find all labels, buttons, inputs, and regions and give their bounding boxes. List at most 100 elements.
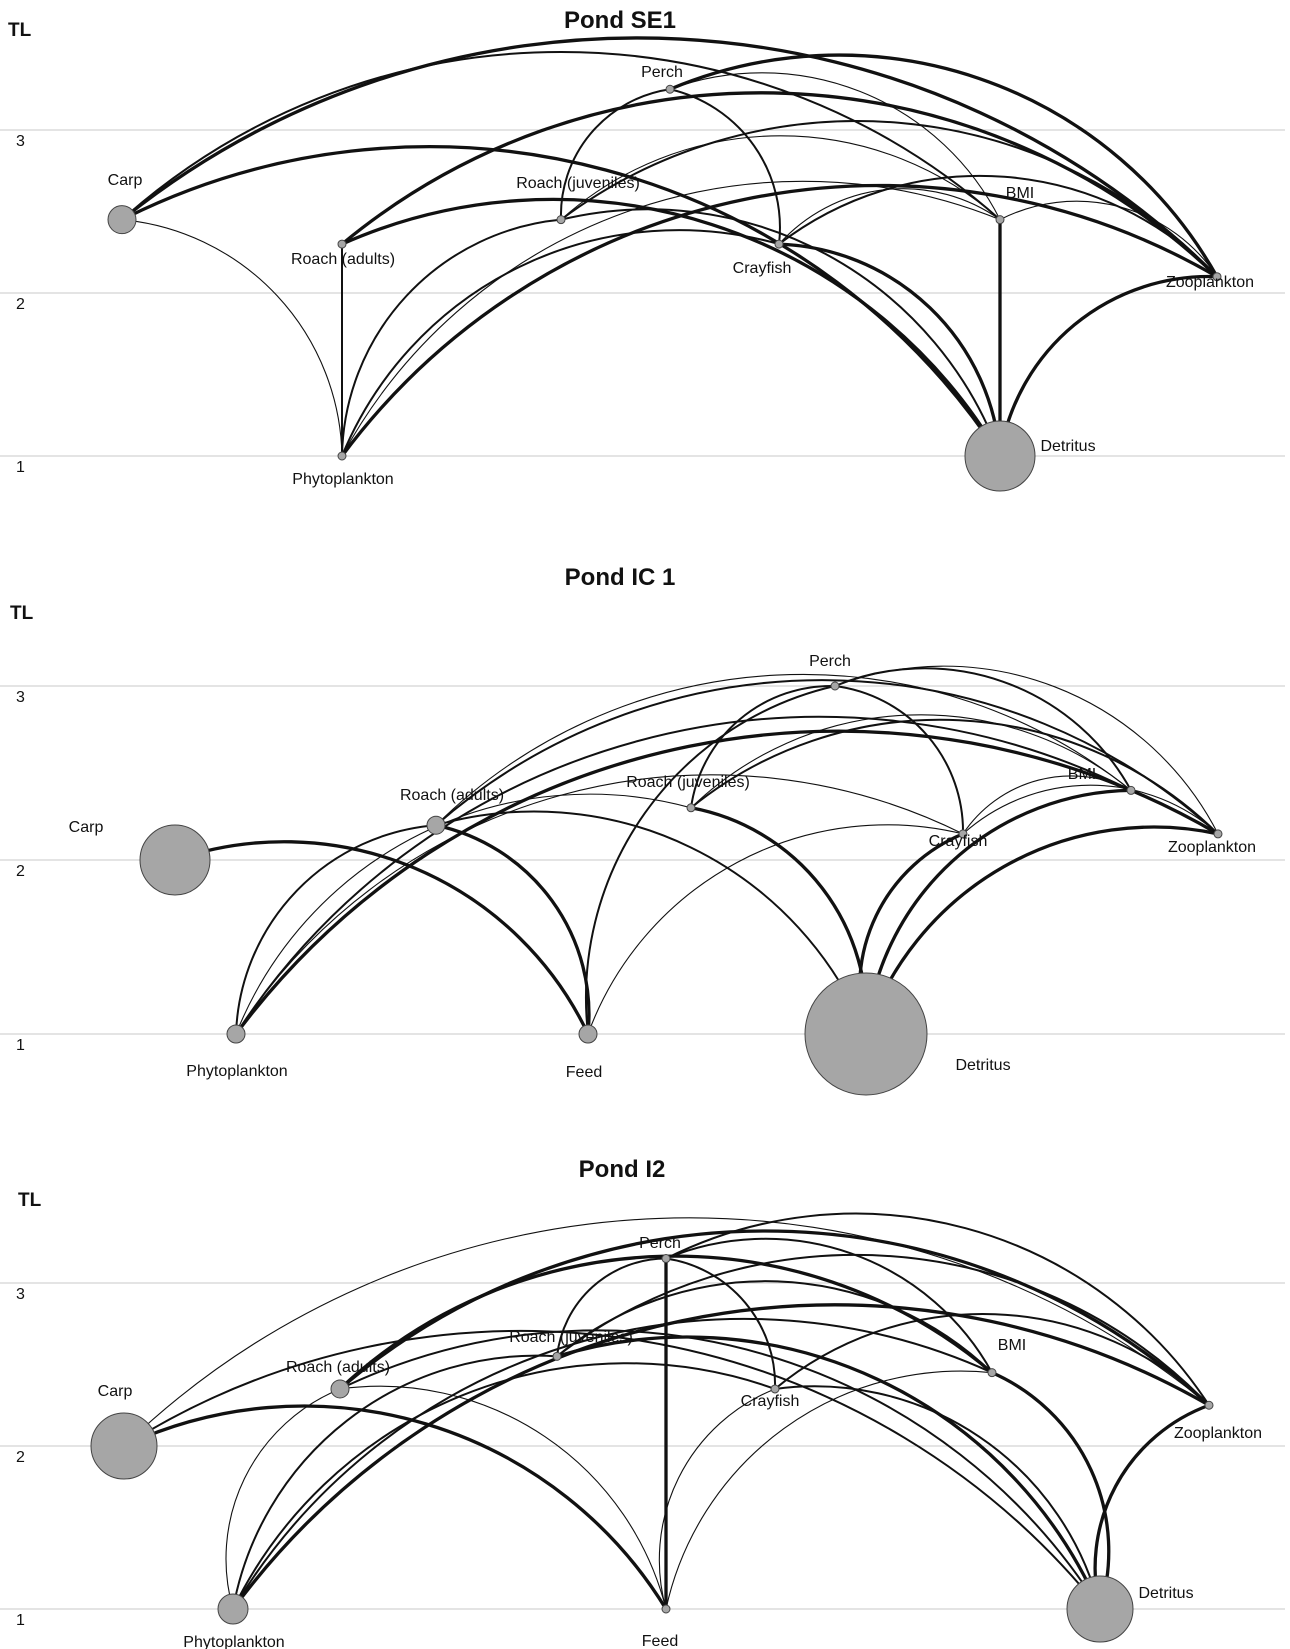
node-label-bmi: BMI [1006, 185, 1034, 202]
link-phytoplankton-to-zooplankton [234, 729, 1220, 1036]
node-label-carp: Carp [108, 172, 143, 189]
link-detritus-to-roach_adults [340, 197, 1002, 458]
link-phytoplankton-to-zooplankton [340, 183, 1219, 458]
node-detritus [1066, 1575, 1134, 1643]
node-roach-adults [330, 1379, 350, 1399]
species-nodes [90, 1254, 1214, 1643]
link-phytoplankton-to-crayfish [341, 229, 780, 457]
link-phytoplankton-to-roach_adults [235, 824, 437, 1035]
trophic-links [122, 1212, 1211, 1611]
node-feed [661, 1604, 671, 1614]
tick-label-1: 1 [16, 1037, 25, 1054]
link-detritus-to-roach_juveniles [555, 1335, 1102, 1611]
node-label-crayfish: Crayfish [741, 1393, 800, 1410]
link-feed-to-crayfish [587, 824, 964, 1035]
link-bmi-to-perch [665, 1237, 993, 1374]
link-crayfish-to-perch [669, 88, 781, 246]
node-label-carp: Carp [98, 1383, 133, 1400]
link-zooplankton-to-perch [665, 1212, 1210, 1407]
link-zooplankton-to-perch [668, 53, 1219, 279]
link-bmi-to-crayfish [962, 775, 1132, 835]
panel-title: Pond IC 1 [565, 564, 676, 591]
link-phytoplankton-to-roach_juveniles [341, 218, 562, 457]
link-zooplankton-to-roach_juveniles [690, 718, 1219, 835]
node-bmi [987, 1368, 997, 1378]
link-zooplankton-to-crayfish [774, 1312, 1210, 1407]
node-zooplankton [1212, 272, 1222, 282]
link-detritus-to-carp [123, 1330, 1101, 1610]
link-phytoplankton-to-bmi [232, 1317, 993, 1610]
link-detritus-to-bmi [990, 1371, 1111, 1611]
node-perch [830, 681, 840, 691]
node-label-crayfish: Crayfish [929, 833, 988, 850]
node-label-roach-juveniles: Roach (juveniles) [509, 1329, 633, 1346]
node-feed [578, 1024, 598, 1044]
node-phytoplankton [217, 1593, 249, 1625]
link-detritus-to-roach_adults [339, 1329, 1101, 1610]
link-feed-to-roach_adults [434, 823, 591, 1036]
link-detritus-to-roach_juveniles [560, 208, 1001, 457]
node-bmi [1126, 785, 1136, 795]
link-feed-to-carp [122, 1404, 668, 1611]
link-roach_juveniles-to-perch [556, 1257, 667, 1358]
link-zooplankton-to-roach_juveniles [560, 120, 1218, 278]
node-label-phytoplankton: Phytoplankton [183, 1634, 284, 1649]
node-phytoplankton [337, 451, 347, 461]
link-bmi-to-perch [834, 667, 1132, 792]
link-bmi-to-perch [669, 72, 1001, 221]
link-zooplankton-to-roach_adults [340, 91, 1219, 279]
node-crayfish [774, 239, 784, 249]
panel-pond-se1: Pond SE1 TL 3 2 1 Carp Roach (adults) Ro… [0, 7, 1285, 492]
link-bmi-to-roach_juveniles [690, 714, 1132, 809]
node-perch [665, 84, 675, 94]
node-label-phytoplankton: Phytoplankton [186, 1063, 287, 1080]
y-axis-label: TL [8, 20, 32, 41]
node-label-zooplankton: Zooplankton [1168, 839, 1256, 856]
link-detritus-to-zooplankton [1093, 1403, 1211, 1611]
trophic-links [173, 665, 1220, 1036]
node-carp [139, 824, 211, 896]
link-feed-to-bmi [665, 1370, 993, 1610]
link-detritus-to-zooplankton [864, 825, 1220, 1036]
node-label-phytoplankton: Phytoplankton [292, 471, 393, 488]
node-label-detritus: Detritus [1138, 1585, 1193, 1602]
node-roach-adults [426, 815, 446, 835]
node-label-perch: Perch [639, 1235, 681, 1252]
species-nodes [139, 681, 1223, 1096]
link-roach_juveniles-to-perch [690, 684, 836, 809]
link-feed-to-roach_adults [339, 1385, 667, 1610]
link-zooplankton-to-carp [123, 1217, 1210, 1447]
node-label-feed: Feed [566, 1064, 602, 1081]
link-detritus-to-zooplankton [998, 274, 1219, 458]
link-feed-to-crayfish [658, 1388, 776, 1610]
link-zooplankton-to-crayfish [778, 174, 1218, 278]
link-phytoplankton-to-roach_juveniles [232, 1354, 558, 1610]
link-bmi-to-carp [121, 51, 1001, 221]
node-crayfish [958, 829, 968, 839]
node-label-roach-juveniles: Roach (juveniles) [626, 774, 750, 791]
tick-label-1: 1 [16, 459, 25, 476]
link-bmi-to-roach_adults [435, 673, 1132, 826]
panel-title: Pond I2 [579, 1156, 666, 1183]
link-feed-to-carp [173, 840, 590, 1036]
node-detritus [964, 420, 1036, 492]
node-roach-juveniles [552, 1351, 562, 1361]
node-label-carp: Carp [69, 819, 104, 836]
node-bmi [995, 215, 1005, 225]
link-roach_juveniles-to-perch [559, 88, 671, 221]
tick-label-3: 3 [16, 1286, 25, 1303]
panel-title: Pond SE1 [564, 7, 676, 34]
node-carp [90, 1412, 158, 1480]
tick-label-2: 2 [16, 863, 25, 880]
link-bmi-to-roach_juveniles [556, 1280, 993, 1374]
link-feed-to-perch [585, 685, 836, 1035]
link-zooplankton-to-crayfish [962, 784, 1219, 835]
tick-label-1: 1 [16, 1612, 25, 1629]
node-label-zooplankton: Zooplankton [1174, 1425, 1262, 1442]
tick-label-2: 2 [16, 296, 25, 313]
y-axis-label: TL [10, 603, 34, 624]
node-label-crayfish: Crayfish [733, 260, 792, 277]
node-label-detritus: Detritus [955, 1057, 1010, 1074]
node-perch [661, 1254, 671, 1264]
